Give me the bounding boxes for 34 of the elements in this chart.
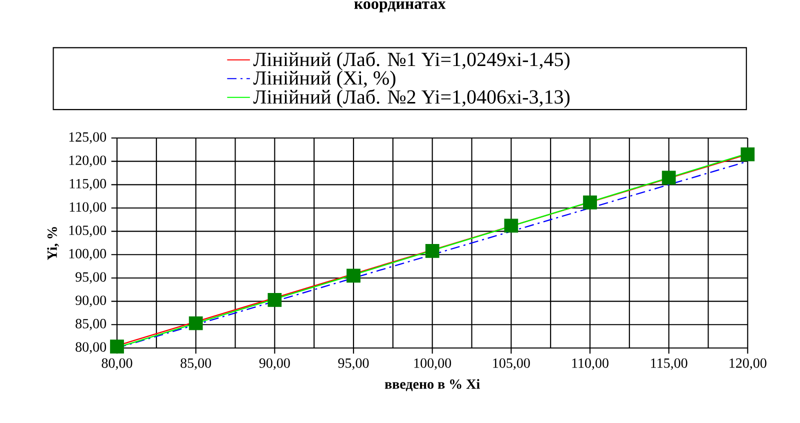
x-tick-label: 120,00	[730, 358, 766, 370]
legend-label: Лінійний (Лаб. №1 Yi=1,0249xi-1,45)	[253, 52, 570, 70]
legend-label: Лінійний (Xi, %)	[253, 70, 396, 89]
y-tick-label: 90,00	[76, 296, 106, 308]
y-tick-label: 95,00	[76, 272, 106, 284]
y-tick-label: 80,00	[76, 342, 106, 354]
point	[346, 268, 360, 283]
y-axis-title: Yi, %	[47, 227, 59, 260]
y-tick-label: 120,00	[69, 156, 106, 168]
x-axis-title: введено в % Xi	[384, 379, 480, 392]
point	[583, 195, 597, 210]
y-tick-label: 115,00	[70, 178, 106, 190]
y-tick-label: 105,00	[69, 226, 106, 238]
point	[740, 147, 755, 162]
x-tick-label: 110,00	[572, 358, 608, 370]
x-tick-label: 95,00	[338, 358, 369, 370]
x-tick-label: 85,00	[180, 358, 212, 370]
x-tick-label: 90,00	[259, 358, 290, 370]
chart-title: координатах	[354, 1, 446, 12]
y-tick-label: 100,00	[69, 248, 106, 260]
point	[425, 244, 440, 258]
x-tick-label: 100,00	[414, 358, 452, 370]
y-tick-label: 125,00	[69, 132, 106, 144]
y-tick-label: 110,00	[70, 202, 106, 214]
point	[504, 218, 518, 233]
x-tick-label: 115,00	[651, 358, 688, 370]
x-tick-label: 105,00	[493, 358, 530, 370]
point	[268, 292, 282, 307]
point	[188, 316, 203, 330]
y-tick-label: 85,00	[76, 318, 106, 330]
point	[662, 170, 676, 185]
point	[110, 340, 124, 354]
legend-label: Лінійний (Лаб. №2 Yi=1,0406xi-3,13)	[253, 89, 570, 108]
x-tick-label: 80,00	[102, 358, 132, 370]
